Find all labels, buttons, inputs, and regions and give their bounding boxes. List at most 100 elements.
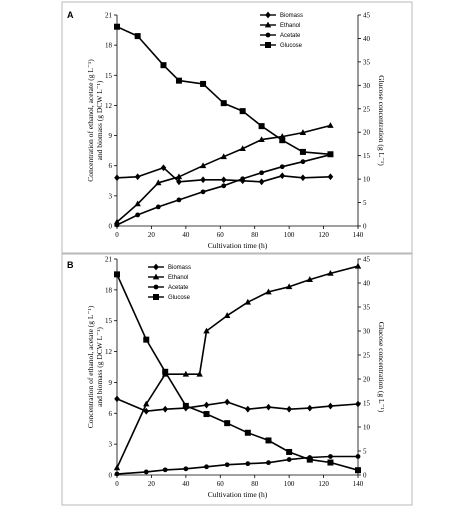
glucose-series-line [116, 274, 359, 471]
y-right-tick-label: 25 [363, 352, 371, 360]
acetate-point [176, 197, 182, 203]
ethanol-point [327, 270, 334, 276]
ethanol-point [196, 370, 203, 377]
ethanol-point [244, 298, 252, 305]
acetate-legend-marker [153, 284, 159, 290]
ethanol-point [134, 200, 141, 207]
biomass-series-line [116, 398, 359, 413]
glucose-point [239, 108, 246, 115]
glucose-point [327, 459, 334, 466]
glucose-point [114, 271, 120, 278]
biomass-point [258, 178, 265, 186]
y-right-tick-label: 40 [363, 280, 371, 288]
glucose-point [162, 368, 169, 375]
biomass-legend-label: Biomass [280, 13, 303, 19]
y-left-tick-label: 3 [109, 192, 113, 200]
ethanol-point [113, 464, 121, 471]
acetate-point [114, 471, 120, 477]
acetate-point [300, 159, 306, 165]
y-left-tick-label: 3 [109, 441, 113, 449]
y-left-tick-label: 0 [109, 472, 113, 480]
ethanol-point [327, 122, 334, 128]
acetate-legend-label: Acetate [280, 33, 301, 39]
y-right-tick-label: 10 [363, 176, 371, 184]
biomass-legend-marker [153, 263, 159, 271]
ethanol-series-line [116, 124, 331, 223]
y-right-tick-label: 10 [363, 424, 371, 432]
biomass-point [176, 178, 182, 186]
glucose-point [175, 77, 182, 84]
biomass-point [203, 401, 210, 409]
y-left-tick-label: 15 [105, 72, 113, 80]
y-left-tick-label: 18 [105, 42, 113, 50]
x-tick-label: 100 [284, 231, 295, 239]
ethanol-point [199, 162, 207, 169]
panel-frame [61, 1, 413, 255]
y-axis-right-title: Glucose concentration (g L⁻¹) [377, 322, 386, 413]
y-right-tick-label: 30 [363, 82, 371, 90]
ethanol-legend-label: Ethanol [168, 275, 188, 281]
y-right-tick-label: 0 [363, 472, 367, 480]
y-left-tick-label: 6 [109, 162, 113, 170]
biomass-point [279, 172, 286, 180]
y-right-tick-label: 45 [363, 12, 371, 20]
y-left-tick-label: 9 [109, 132, 113, 140]
y-left-tick-label: 12 [105, 348, 113, 356]
y-right-tick-label: 40 [363, 35, 371, 43]
glucose-point [299, 148, 306, 155]
panel-b: B0 20 40 60 80 100 120 140036912151821051015202… [61, 252, 413, 506]
biomass-legend-marker [265, 11, 271, 19]
biomass-point [286, 405, 292, 413]
acetate-series-line [116, 455, 358, 475]
x-tick-label: 80 [251, 231, 259, 239]
glucose-legend-label: Glucose [168, 295, 191, 301]
glucose-point [244, 429, 251, 436]
y-left-tick-label: 6 [109, 410, 113, 418]
biomass-point [224, 398, 230, 406]
glucose-legend-label: Glucose [280, 43, 303, 49]
biomass-legend-label: Biomass [168, 265, 191, 271]
acetate-point [155, 204, 161, 210]
acetate-legend-marker [265, 32, 271, 38]
biomass-point [143, 407, 150, 415]
biomass-point [114, 174, 120, 182]
y-right-tick-label: 5 [363, 199, 367, 207]
acetate-point [266, 460, 271, 466]
x-tick-label: 100 [284, 480, 295, 488]
y-right-tick-label: 15 [363, 152, 371, 160]
panel-letter: B [67, 260, 74, 270]
acetate-point [240, 176, 246, 182]
x-tick-label: 120 [318, 231, 329, 239]
x-axis-title: Cultivation time (h) [208, 241, 268, 250]
ethanol-point [155, 179, 162, 186]
ethanol-point [203, 327, 210, 334]
acetate-point [355, 454, 361, 459]
acetate-point [200, 189, 206, 195]
y-right-tick-label: 20 [363, 129, 371, 137]
ethanol-point [265, 288, 272, 295]
panel-letter: A [67, 10, 74, 20]
x-tick-label: 40 [182, 231, 190, 239]
biomass-point [162, 405, 168, 413]
x-tick-label: 0 [115, 231, 119, 239]
biomass-point [327, 173, 334, 181]
acetate-point [224, 462, 230, 468]
x-tick-label: 40 [182, 480, 190, 488]
glucose-legend-marker [153, 294, 159, 300]
y-right-tick-label: 25 [363, 105, 371, 113]
biomass-point [200, 176, 206, 184]
ethanol-point [223, 312, 231, 318]
ethanol-point [258, 136, 265, 142]
glucose-point [200, 80, 207, 87]
ethanol-point [299, 129, 307, 135]
y-axis-left-title: Concentration of ethanol, acetate (g L⁻¹… [86, 305, 95, 428]
acetate-point [162, 467, 168, 473]
y-right-tick-label: 35 [363, 58, 371, 66]
biomass-point [245, 405, 251, 413]
ethanol-point [285, 283, 293, 290]
x-tick-label: 20 [148, 231, 156, 239]
acetate-series-line [116, 153, 331, 226]
ethanol-point [354, 262, 362, 269]
y-axis-left-title: and biomass (g DCW L⁻¹) [95, 327, 104, 407]
